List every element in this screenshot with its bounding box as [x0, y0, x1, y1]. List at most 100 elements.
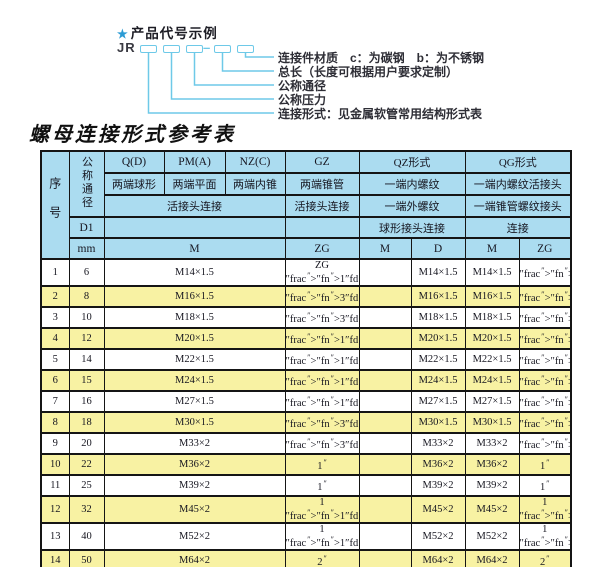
nut-connection-table: 序号 公称通径 Q(D) PM(A) NZ(C) GZ QZ形式 QG形式 两端… — [40, 150, 573, 567]
cell-qz-d: M14×1.5 — [410, 258, 466, 287]
cell-qz-d: M16×1.5 — [410, 285, 466, 308]
header-dn: 公称通径 — [68, 150, 105, 218]
header-gz-desc: 两端锥管 — [284, 172, 360, 196]
label-connection-form: 连接形式：见金属软管常用结构形式表 — [278, 107, 483, 121]
table-row: 28M16×1.5″frac″>″fn″>3″fd″>8″M16×1.5M16×… — [40, 285, 572, 308]
table-row: 310M18×1.5″frac″>″fn″>3″fd″>8″M18×1.5M18… — [40, 306, 572, 329]
diagram-title: ★ 产品代号示例 — [117, 22, 218, 42]
product-code-prefix: JR — [117, 40, 136, 55]
cell-m: M52×2 — [103, 522, 286, 551]
label-nominal-pressure: 公称压力 — [278, 93, 327, 107]
cell-gz-zg: 1 ″frac″>″fn″>1″fd″>4″ — [284, 495, 360, 524]
table-row: 14 50 M64×2 2″ M64×2 M64×2 2″ — [40, 549, 572, 567]
cell-qz-d: M52×2 — [410, 522, 466, 551]
cell-dn: 8 — [68, 285, 105, 308]
cell-seq: 12 — [40, 495, 70, 524]
header-pm-desc: 两端平面 — [163, 172, 226, 196]
cell-qg-m: M18×1.5 — [464, 306, 520, 329]
cell-qg-m: M27×1.5 — [464, 390, 520, 413]
cell-gz-zg: 1″ — [284, 453, 360, 476]
cell-gz-zg: ″frac″>″fn″>3″fd″>8″ — [284, 285, 360, 308]
cell-dn: 15 — [68, 369, 105, 392]
cell-qg-m: M45×2 — [464, 495, 520, 524]
diagram-title-text: 产品代号示例 — [130, 26, 218, 41]
cell-m: M20×1.5 — [103, 327, 286, 350]
cell-qz-m — [358, 432, 412, 455]
cell-qg-m: M39×2 — [464, 474, 520, 497]
cell-qg-m: M16×1.5 — [464, 285, 520, 308]
cell-qz-d: M36×2 — [410, 453, 466, 476]
cell-dn: 50 — [68, 549, 105, 567]
header-qg-desc2: 一端锥管螺纹接头 — [464, 194, 572, 218]
cell-qg-zg: 1 ″frac″>″fn″>1″fd″>2″ — [518, 522, 572, 551]
code-box-2 — [163, 45, 180, 53]
cell-dn: 14 — [68, 348, 105, 371]
cell-gz-zg: ″frac″>″fn″>3″fd″>8″ — [284, 306, 360, 329]
cell-seq: 3 — [40, 306, 70, 329]
header-m2: M — [358, 237, 412, 260]
cell-qg-zg: 1 ″frac″>″fn″>1″fd″>4″ — [518, 495, 572, 524]
cell-m: M27×1.5 — [103, 390, 286, 413]
cell-qg-zg: ″frac″>″fn″>3″fd″>4″ — [518, 411, 572, 434]
cell-qg-zg: ″frac″>″fn″>3″fd″>8″ — [518, 306, 572, 329]
cell-dn: 10 — [68, 306, 105, 329]
label-material: 连接件材质 c：为碳钢 b：为不锈钢 — [278, 51, 485, 65]
header-qg-connection: 连接 — [464, 216, 572, 239]
cell-seq: 13 — [40, 522, 70, 551]
product-code-diagram: ★ 产品代号示例 JR – 连接件材质 c：为碳钢 b：为不锈钢 总长（长度可根据… — [0, 0, 600, 130]
cell-gz-zg: ZG ″frac″>″fn″>1″fd″>4″ — [284, 258, 360, 287]
cell-qg-zg: ″frac″>″fn″>3″fd″>8″ — [518, 285, 572, 308]
cell-qz-d: M18×1.5 — [410, 306, 466, 329]
header-qz-desc2: 一端外螺纹 — [358, 194, 466, 218]
cell-qg-m: M30×1.5 — [464, 411, 520, 434]
cell-dn: 20 — [68, 432, 105, 455]
label-total-length: 总长（长度可根据用户要求定制） — [278, 65, 459, 79]
cell-seq: 5 — [40, 348, 70, 371]
cell-qg-zg: ″frac″>″fn″>1″fd″>2″ — [518, 348, 572, 371]
cell-seq: 7 — [40, 390, 70, 413]
cell-qz-d: M30×1.5 — [410, 411, 466, 434]
cell-seq: 10 — [40, 453, 70, 476]
cell-dn: 6 — [68, 258, 105, 287]
cell-qg-zg: ″frac″>″fn″>1″fd″>4″ — [518, 258, 572, 287]
cell-seq: 8 — [40, 411, 70, 434]
cell-gz-zg: 1 ″frac″>″fn″>1″fd″>2″ — [284, 522, 360, 551]
cell-qz-d: M33×2 — [410, 432, 466, 455]
header-union-connection: 活接头连接 — [103, 194, 286, 218]
cell-dn: 32 — [68, 495, 105, 524]
cell-qg-zg: ″frac″>″fn″>1″fd″>2″ — [518, 390, 572, 413]
header-mm: mm — [68, 237, 105, 260]
table-row: 920M33×2″frac″>″fn″>3″fd″>4″M33×2M33×2″f… — [40, 432, 572, 455]
cell-qg-m: M33×2 — [464, 432, 520, 455]
cell-qz-m — [358, 327, 412, 350]
header-m1: M — [103, 237, 286, 260]
cell-qz-m — [358, 285, 412, 308]
header-col-qz: QZ形式 — [358, 150, 466, 174]
code-box-4 — [214, 45, 231, 53]
cell-dn: 22 — [68, 453, 105, 476]
cell-qz-d: M27×1.5 — [410, 390, 466, 413]
cell-qz-d: M64×2 — [410, 549, 466, 567]
table-row: 615M24×1.5″frac″>″fn″>1″fd″>2″M24×1.5M24… — [40, 369, 572, 392]
header-col-qg: QG形式 — [464, 150, 572, 174]
cell-m: M16×1.5 — [103, 285, 286, 308]
header-zg1: ZG — [284, 237, 360, 260]
cell-qz-m — [358, 306, 412, 329]
cell-qg-m: M14×1.5 — [464, 258, 520, 287]
cell-qz-d: M20×1.5 — [410, 327, 466, 350]
cell-qg-zg: ″frac″>″fn″>1″fd″>2″ — [518, 369, 572, 392]
cell-m: M24×1.5 — [103, 369, 286, 392]
cell-seq: 9 — [40, 432, 70, 455]
table-row: 716M27×1.5″frac″>″fn″>1″fd″>2″M27×1.5M27… — [40, 390, 572, 413]
cell-qg-zg: 2″ — [518, 549, 572, 567]
header-empty-1 — [103, 216, 286, 239]
header-col-gz: GZ — [284, 150, 360, 174]
cell-m: M33×2 — [103, 432, 286, 455]
cell-qz-m — [358, 369, 412, 392]
cell-qg-zg: 1″ — [518, 453, 572, 476]
header-zg2: ZG — [518, 237, 572, 260]
